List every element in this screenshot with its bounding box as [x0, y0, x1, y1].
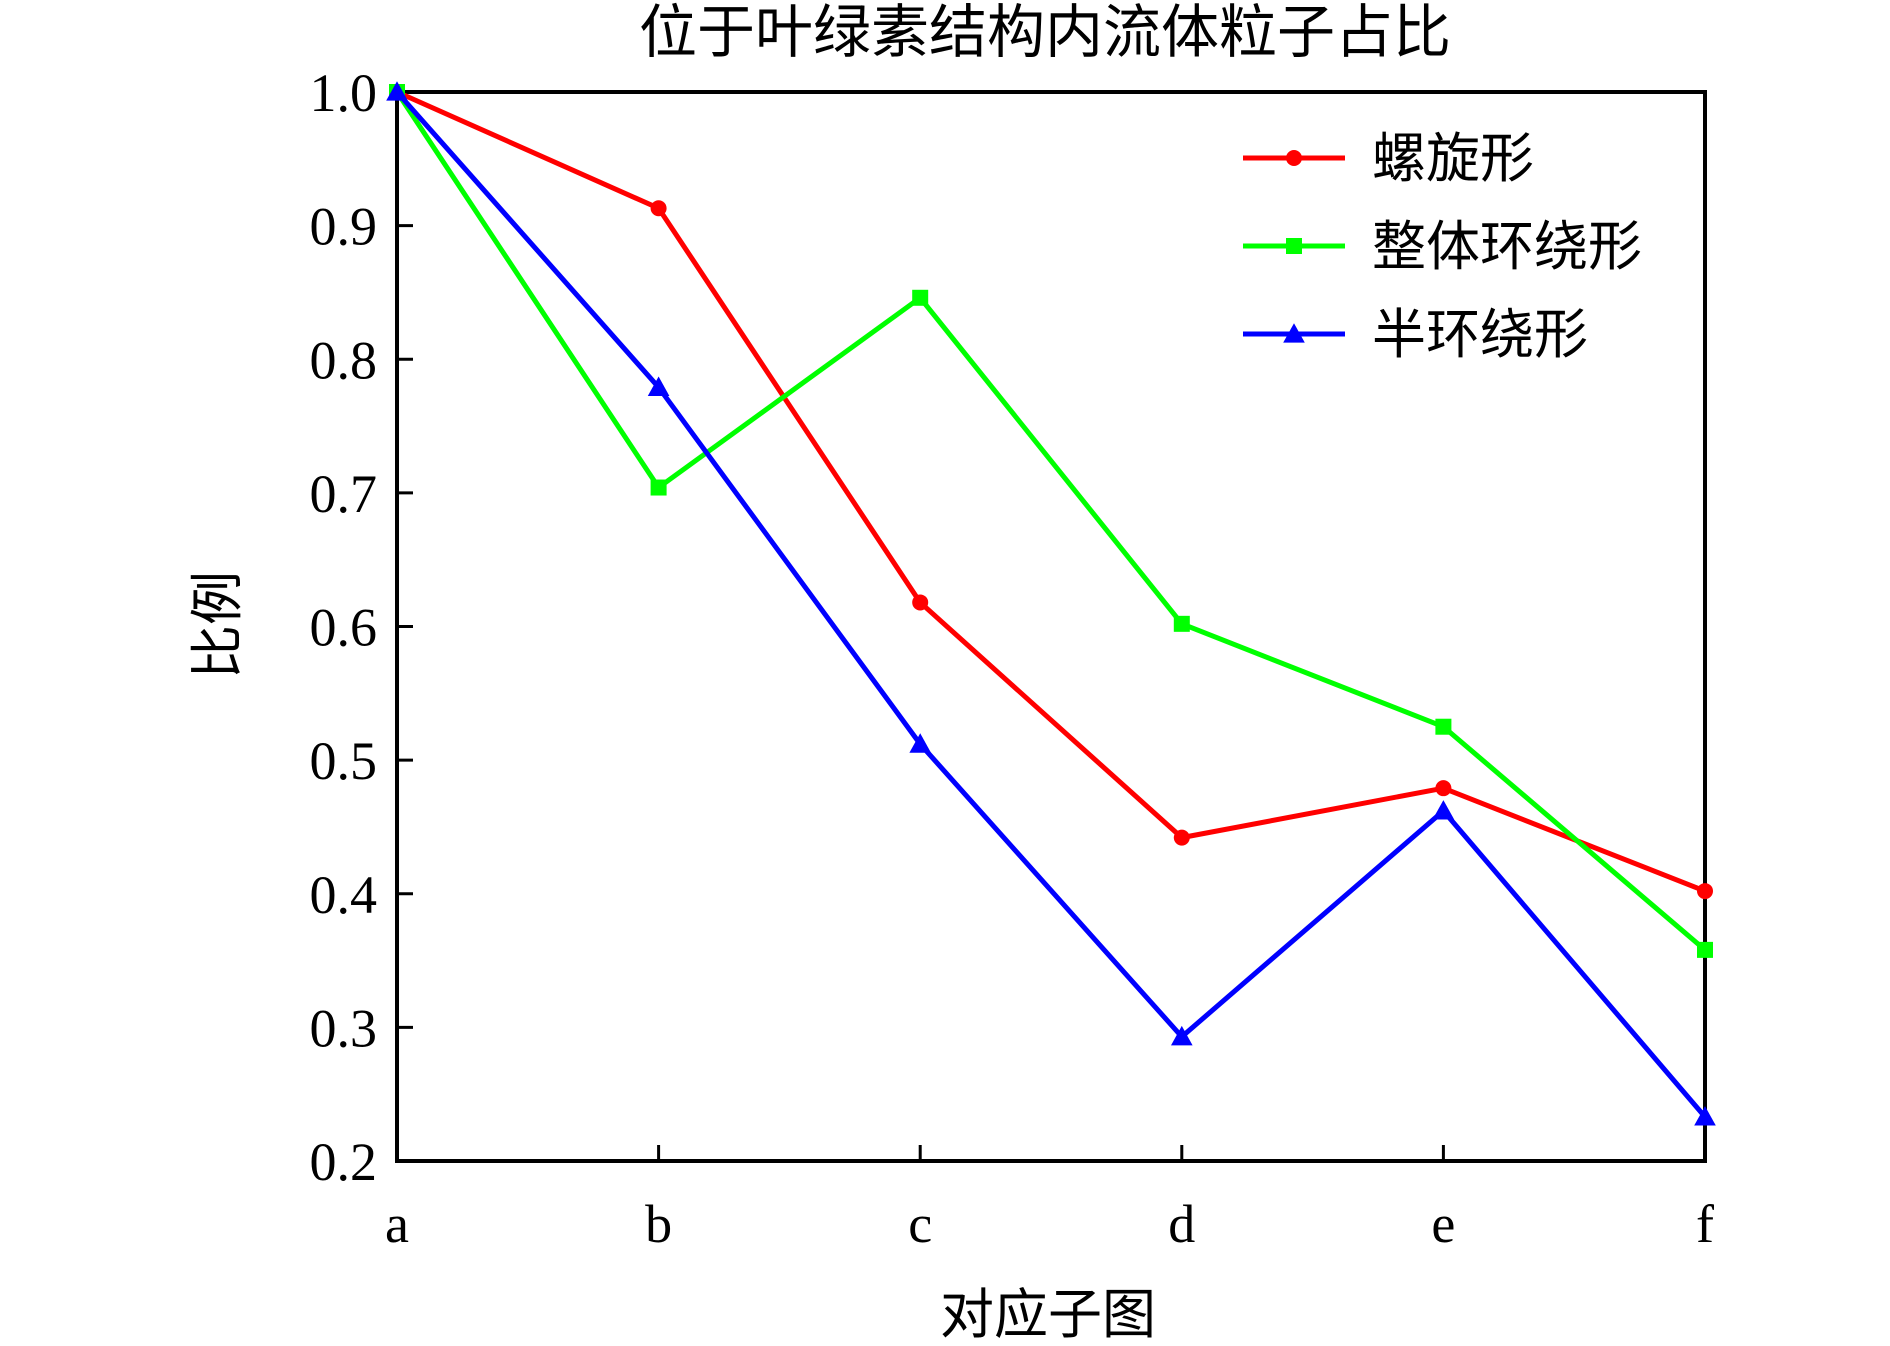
legend-marker [1286, 238, 1302, 254]
axis-ticks: 0.2 0.3 0.4 0.5 0.6 0.7 0.8 0.9 1.0 a b c d e f [310, 63, 1715, 1254]
x-tick-label: a [385, 1194, 409, 1254]
legend-item: 螺旋形 [1243, 127, 1534, 190]
data-point [1173, 829, 1190, 846]
data-point [650, 479, 667, 496]
legend-label: 半环绕形 [1372, 303, 1588, 366]
series-2 [389, 84, 1713, 958]
y-tick-label: 0.8 [310, 330, 378, 390]
data-point [1697, 883, 1713, 900]
data-point [1697, 941, 1713, 958]
series-1 [389, 84, 1713, 900]
y-tick-label: 0.9 [310, 197, 378, 257]
data-point [912, 289, 929, 306]
legend-marker [1286, 150, 1302, 166]
legend-item: 半环绕形 [1243, 303, 1588, 366]
y-tick-label: 1.0 [310, 63, 378, 123]
x-axis-label: 对应子图 [940, 1283, 1156, 1346]
legend-label: 整体环绕形 [1372, 215, 1642, 278]
series-line [395, 90, 1707, 1119]
data-point [912, 594, 929, 611]
data-point [909, 733, 931, 753]
legend-label: 螺旋形 [1372, 127, 1534, 190]
x-tick-label: e [1431, 1194, 1455, 1254]
y-tick-label: 0.4 [310, 865, 378, 925]
y-tick-label: 0.3 [310, 998, 378, 1058]
series-line [395, 89, 1706, 894]
y-tick-label: 0.2 [310, 1132, 378, 1192]
series-layer [386, 81, 1716, 1126]
data-point [1435, 780, 1452, 797]
data-point [650, 200, 667, 217]
data-point [1173, 615, 1190, 632]
data-point [647, 376, 670, 396]
y-tick-label: 0.6 [310, 598, 378, 658]
data-point [386, 81, 408, 101]
y-tick-label: 0.5 [310, 731, 378, 791]
y-axis-label: 比例 [186, 571, 249, 679]
chart-title: 位于叶绿素结构内流体粒子占比 [639, 0, 1451, 66]
series-line [394, 90, 1707, 952]
legend-item: 整体环绕形 [1243, 215, 1642, 278]
x-tick-label: b [645, 1194, 672, 1254]
data-point [1694, 1106, 1716, 1126]
y-tick-label: 0.7 [310, 464, 378, 524]
x-tick-label: f [1696, 1194, 1714, 1254]
data-point [1435, 718, 1452, 735]
series-3 [386, 81, 1716, 1126]
legend-marker [1283, 323, 1305, 343]
data-point [1432, 800, 1455, 820]
x-tick-label: c [908, 1194, 932, 1254]
x-tick-label: d [1168, 1194, 1195, 1254]
data-point [1171, 1025, 1193, 1046]
